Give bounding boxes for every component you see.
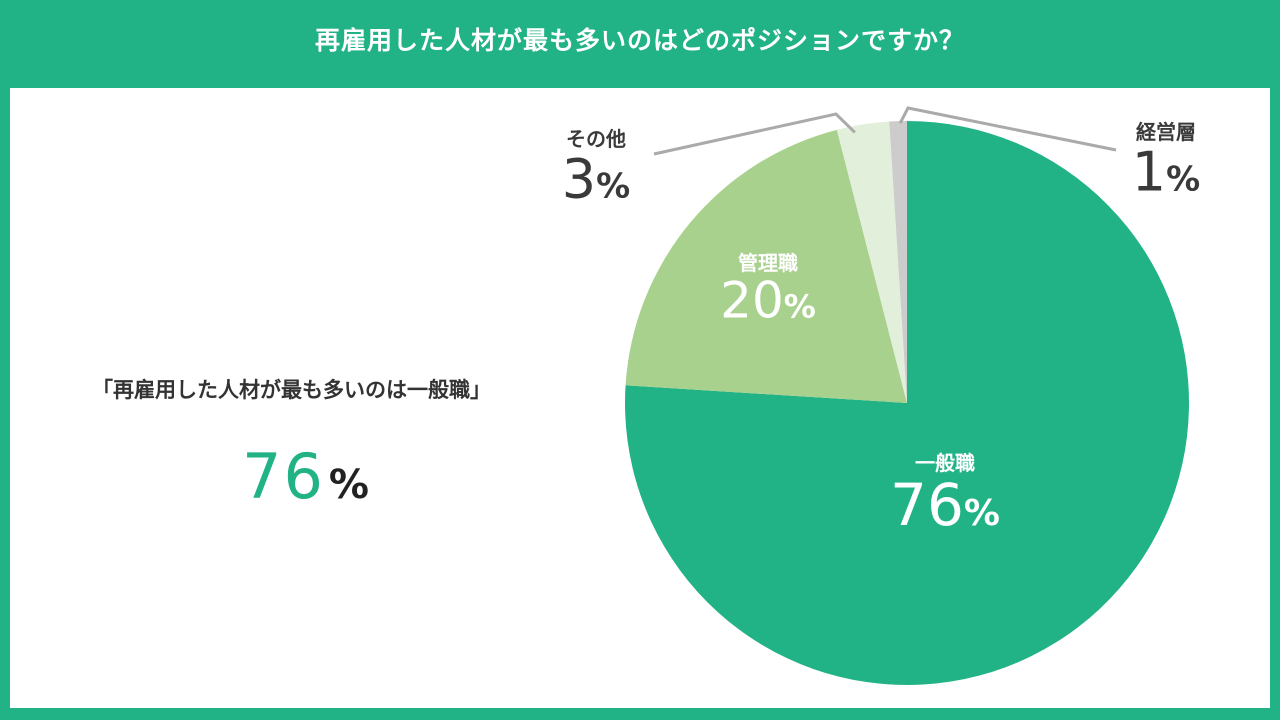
slice-value-number-2: 3 xyxy=(562,147,596,210)
slice-value-unit-1: % xyxy=(784,288,816,326)
slice-value-3: 1% xyxy=(1132,140,1200,203)
summary-text: 「再雇用した人材が最も多いのは一般職」 xyxy=(92,378,491,402)
slice-label-0: 一般職 xyxy=(915,451,975,475)
summary-unit: % xyxy=(328,462,369,508)
slice-value-1: 20% xyxy=(720,272,816,330)
summary-number: 76 xyxy=(242,440,325,513)
page-title: 再雇用した人材が最も多いのはどのポジションですか？ xyxy=(314,26,965,55)
title-bar: 再雇用した人材が最も多いのはどのポジションですか？ xyxy=(0,0,1280,88)
leader-line-2 xyxy=(653,112,856,156)
slice-value-2: 3% xyxy=(562,147,630,210)
pie-slice-2 xyxy=(836,121,907,404)
pie-slice-1 xyxy=(625,129,907,403)
slice-value-0: 76% xyxy=(890,471,1000,539)
slice-label-1: 管理職 xyxy=(738,251,798,275)
slice-value-unit-0: % xyxy=(964,493,1000,534)
slice-value-number-0: 76 xyxy=(890,471,964,539)
slice-value-unit-2: % xyxy=(596,166,630,206)
summary-value: 76 % xyxy=(242,440,369,513)
slice-value-number-3: 1 xyxy=(1132,140,1166,203)
slice-label-3: 経営層 xyxy=(1136,120,1196,144)
leader-line-3 xyxy=(898,106,1117,152)
slice-value-number-1: 20 xyxy=(720,272,784,330)
slice-value-unit-3: % xyxy=(1166,159,1200,199)
slice-label-2: その他 xyxy=(566,127,626,151)
pie-slice-3 xyxy=(889,121,907,403)
